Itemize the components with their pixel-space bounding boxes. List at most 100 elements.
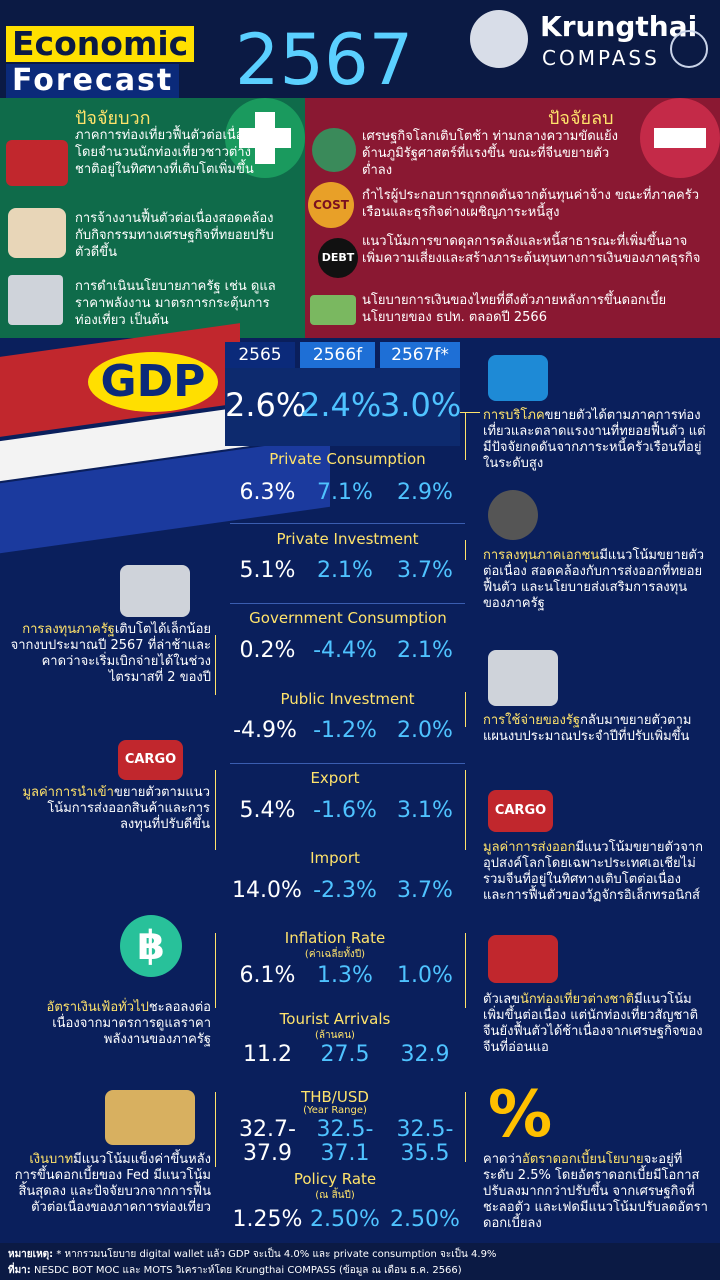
value-private-investment-2566f: 2.1% bbox=[317, 558, 373, 583]
government-cart-icon bbox=[488, 650, 558, 706]
column-header-2566f: 2566f bbox=[300, 342, 375, 368]
gdp-badge: GDP bbox=[88, 352, 218, 412]
cost-gauge-icon: COST bbox=[308, 182, 354, 228]
value-inflation-2566f: 1.3% bbox=[317, 963, 373, 988]
row-label-inflation-rate: Inflation Rate bbox=[284, 929, 386, 947]
value-public-investment-2565: -4.9% bbox=[233, 718, 297, 743]
gdp-2567f: 3.0% bbox=[380, 386, 462, 424]
row-label-policy-rate: Policy Rate bbox=[293, 1170, 377, 1188]
connector-line bbox=[460, 412, 480, 413]
value-inflation-2565: 6.1% bbox=[239, 963, 296, 988]
footer: หมายเหตุ: * หากรวมนโยบาย digital wallet … bbox=[0, 1243, 720, 1280]
value-government-consumption-2565: 0.2% bbox=[239, 638, 296, 663]
suitcase-icon bbox=[488, 935, 558, 983]
government-money-icon bbox=[120, 565, 190, 617]
value-private-consumption-2565: 6.3% bbox=[239, 480, 296, 505]
value-thb-usd-2565: 32.7- 37.9 bbox=[239, 1117, 296, 1166]
baht-coin-icon: ฿ bbox=[120, 915, 182, 977]
positive-item-3: การดำเนินนโยบายภาครัฐ เช่น ดูแลราคาพลังง… bbox=[75, 279, 276, 328]
negative-item-1: เศรษฐกิจโลกเติบโตช้า ท่ามกลางความขัดแย้ง… bbox=[362, 129, 619, 178]
note-tourist: ตัวเลขนักท่องเที่ยวต่างชาติมีแนวโน้มเพิ่… bbox=[483, 992, 703, 1055]
value-public-investment-2566f: -1.2% bbox=[313, 718, 377, 743]
column-header-2567f: 2567f* bbox=[380, 342, 460, 368]
row-separator bbox=[230, 603, 465, 604]
row-label-import: Import bbox=[310, 849, 360, 867]
negative-heading: ปัจจัยลบ bbox=[548, 108, 614, 129]
brand-sub: COMPASS bbox=[542, 46, 660, 70]
value-tourist-2565: 11.2 bbox=[243, 1042, 292, 1067]
negative-item-4: นโยบายการเงินของไทยที่ตึงตัวภายหลังการขึ… bbox=[362, 293, 667, 325]
workers-icon bbox=[8, 208, 66, 258]
row-label-tourist-arrivals: Tourist Arrivals bbox=[279, 1010, 391, 1028]
positive-heading: ปัจจัยบวก bbox=[75, 108, 151, 129]
value-export-2565: 5.4% bbox=[239, 798, 296, 823]
row-separator bbox=[230, 763, 465, 764]
value-export-2566f: -1.6% bbox=[313, 798, 377, 823]
value-import-2567f: 3.7% bbox=[397, 878, 453, 903]
row-label-public-investment: Public Investment bbox=[280, 690, 415, 708]
government-building-icon bbox=[8, 275, 63, 325]
note-baht: เงินบาทมีแนวโน้มแข็งค่าขึ้นหลังการขึ้นดอ… bbox=[14, 1152, 211, 1215]
money-hand-icon bbox=[310, 295, 356, 325]
negative-item-3: แนวโน้มการขาดดุลการคลังและหนี้สาธารณะที่… bbox=[362, 234, 701, 266]
value-policy-rate-2565: 1.25% bbox=[232, 1207, 303, 1232]
title-economic: Economic bbox=[6, 26, 195, 62]
note-government-spending: การใช้จ่ายของรัฐกลับมาขยายตัวตามแผนงบประ… bbox=[483, 713, 692, 744]
compass-icon bbox=[670, 30, 708, 68]
value-government-consumption-2566f: -4.4% bbox=[313, 638, 377, 663]
connector-line bbox=[465, 692, 466, 727]
money-bag-icon bbox=[488, 490, 538, 540]
row-label-private-consumption: Private Consumption bbox=[269, 450, 426, 468]
minus-icon bbox=[640, 98, 720, 178]
gdp-row-bg bbox=[225, 368, 460, 446]
note-inflation: อัตราเงินเฟ้อทั่วไปชะลอลงต่อเนื่องจากมาต… bbox=[46, 1000, 211, 1047]
note-consumption: การบริโภคขยายตัวได้ตามภาคการท่องเที่ยวแล… bbox=[483, 408, 706, 471]
cargo-import-icon: CARGO bbox=[118, 740, 183, 780]
value-tourist-2567f: 32.9 bbox=[400, 1042, 450, 1067]
value-policy-rate-2567f: 2.50% bbox=[390, 1207, 460, 1232]
value-import-2566f: -2.3% bbox=[313, 878, 377, 903]
note-public-investment: การลงทุนภาครัฐเติบโตได้เล็กน้อยจากงบประม… bbox=[10, 622, 211, 685]
row-label-export: Export bbox=[310, 769, 360, 787]
column-header-2565: 2565 bbox=[225, 342, 295, 368]
connector-line bbox=[215, 1092, 216, 1167]
connector-line bbox=[215, 933, 216, 1008]
value-tourist-2566f: 27.5 bbox=[320, 1042, 370, 1067]
note-private-investment: การลงทุนภาคเอกชนมีแนวโน้มขยายตัวต่อเนื่อ… bbox=[483, 548, 705, 611]
value-inflation-2567f: 1.0% bbox=[397, 963, 453, 988]
row-separator bbox=[230, 523, 465, 524]
positive-item-2: การจ้างงานฟื้นตัวต่อเนื่องสอดคล้องกับกิจ… bbox=[75, 211, 274, 260]
value-government-consumption-2567f: 2.1% bbox=[397, 638, 453, 663]
footer-source: ที่มา: NESDC BOT MOC และ MOTS วิเคราะห์โ… bbox=[8, 1265, 462, 1276]
percent-icon: % bbox=[488, 1078, 553, 1152]
debt-icon: DEBT bbox=[318, 238, 358, 278]
value-private-consumption-2566f: 7.1% bbox=[317, 480, 373, 505]
positive-item-1: ภาคการท่องเที่ยวฟื้นตัวต่อเนื่อง โดยจำนว… bbox=[75, 128, 254, 177]
value-export-2567f: 3.1% bbox=[397, 798, 453, 823]
value-policy-rate-2566f: 2.50% bbox=[310, 1207, 380, 1232]
row-sub-thb-usd: (Year Range) bbox=[303, 1105, 367, 1116]
connector-line bbox=[465, 412, 466, 460]
note-import: มูลค่าการนำเข้าขยายตัวตามแนวโน้มการส่งออ… bbox=[22, 785, 210, 832]
suitcase-icon bbox=[6, 140, 68, 186]
value-thb-usd-2566f: 32.5- 37.1 bbox=[316, 1117, 374, 1166]
title-year: 2567 bbox=[235, 19, 414, 101]
row-sub-tourist-arrivals: (ล้านคน) bbox=[315, 1030, 355, 1041]
footer-remark: หมายเหตุ: * หากรวมนโยบาย digital wallet … bbox=[8, 1249, 497, 1260]
connector-line bbox=[465, 1092, 466, 1162]
connector-line bbox=[215, 635, 216, 695]
cargo-export-icon: CARGO bbox=[488, 790, 553, 832]
value-private-investment-2567f: 3.7% bbox=[397, 558, 453, 583]
row-label-thb-usd: THB/USD bbox=[301, 1088, 369, 1106]
plus-icon bbox=[225, 98, 305, 178]
value-private-investment-2565: 5.1% bbox=[239, 558, 296, 583]
row-label-government-consumption: Government Consumption bbox=[249, 609, 447, 627]
value-public-investment-2567f: 2.0% bbox=[397, 718, 453, 743]
krungthai-logo-icon bbox=[470, 10, 528, 68]
shopping-basket-icon bbox=[488, 355, 548, 401]
globe-down-icon bbox=[312, 128, 356, 172]
value-thb-usd-2567f: 32.5- 35.5 bbox=[396, 1117, 454, 1166]
connector-line bbox=[215, 770, 216, 850]
note-policy-rate: คาดว่าอัตราดอกเบี้ยนโยบายจะอยู่ที่ระดับ … bbox=[483, 1152, 708, 1231]
row-sub-policy-rate: (ณ สิ้นปี) bbox=[315, 1190, 355, 1201]
